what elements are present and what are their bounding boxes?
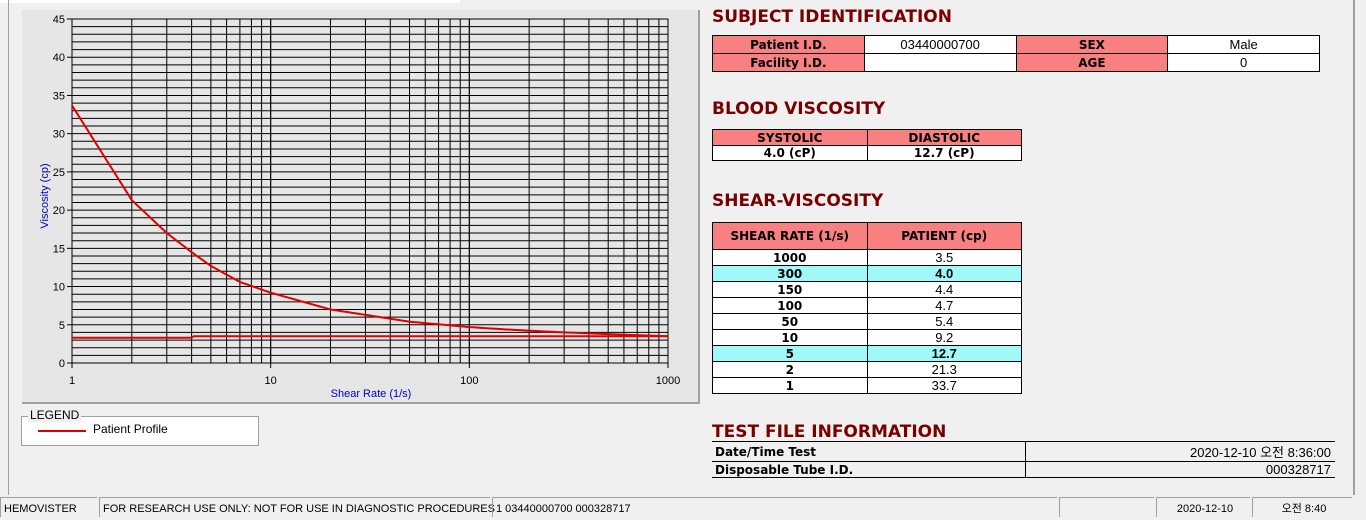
shear-rate-cell: 100 [713, 298, 868, 314]
shear-viscosity-title: SHEAR-VISCOSITY [712, 191, 883, 211]
status-time: 오전 8:40 [1252, 497, 1352, 517]
patient-value-cell: 3.5 [867, 250, 1022, 266]
facility-id-value [864, 54, 1016, 72]
y-axis-label: Viscosity (cp) [39, 163, 51, 228]
shear-rate-cell: 300 [713, 266, 868, 282]
shear-rate-header: SHEAR RATE (1/s) [713, 223, 868, 250]
shear-rate-cell: 1000 [713, 250, 868, 266]
x-tick-label: 100 [460, 375, 478, 387]
patient-header: PATIENT (cp) [867, 223, 1022, 250]
patient-value-cell: 33.7 [867, 378, 1022, 394]
patient-id-value: 03440000700 [864, 36, 1016, 54]
date-time-label: Date/Time Test [712, 442, 1026, 462]
scrollbar-edge[interactable] [1353, 0, 1355, 495]
x-axis-label: Shear Rate (1/s) [331, 388, 412, 400]
diastolic-value: 12.7 (cP) [867, 146, 1022, 161]
y-tick-label: 40 [53, 52, 65, 64]
test-file-title: TEST FILE INFORMATION [712, 422, 946, 442]
status-bar: HEMOVISTER FOR RESEARCH USE ONLY: NOT FO… [0, 497, 1366, 518]
systolic-value: 4.0 (cP) [713, 146, 868, 161]
sex-label: SEX [1016, 36, 1168, 54]
tube-id-label: Disposable Tube I.D. [712, 462, 1026, 478]
y-tick-label: 25 [53, 167, 65, 179]
age-label: AGE [1016, 54, 1168, 72]
sex-value: Male [1168, 36, 1320, 54]
diastolic-label: DIASTOLIC [867, 130, 1022, 146]
status-notice: FOR RESEARCH USE ONLY: NOT FOR USE IN DI… [99, 497, 490, 517]
blood-viscosity-title: BLOOD VISCOSITY [712, 99, 885, 119]
y-tick-label: 20 [53, 205, 65, 217]
chart-grid [72, 19, 668, 363]
shear-rate-cell: 1 [713, 378, 868, 394]
age-value: 0 [1168, 54, 1320, 72]
shear-rate-cell: 50 [713, 314, 868, 330]
plot-area [72, 19, 668, 363]
status-record: 1 03440000700 000328717 [492, 497, 1057, 517]
legend-item-label: Patient Profile [93, 422, 168, 436]
facility-id-label: Facility I.D. [713, 54, 865, 72]
tube-id-value: 000328717 [1026, 462, 1336, 478]
shear-rate-cell: 150 [713, 282, 868, 298]
viscosity-chart: 0 5 10 15 20 25 30 35 40 45 1 10 100 1000 Shear Rate … [22, 10, 700, 404]
y-tick-label: 15 [53, 243, 65, 255]
patient-value-cell: 12.7 [867, 346, 1022, 362]
x-tick-label: 1 [69, 375, 75, 387]
y-tick-label: 0 [59, 358, 65, 370]
y-tick-label: 5 [59, 320, 65, 332]
patient-value-cell: 4.0 [867, 266, 1022, 282]
x-tick-label: 10 [265, 375, 277, 387]
patient-value-cell: 21.3 [867, 362, 1022, 378]
date-time-value: 2020-12-10 오전 8:36:00 [1026, 442, 1336, 462]
y-tick-label: 35 [53, 90, 65, 102]
patient-value-cell: 9.2 [867, 330, 1022, 346]
y-tick-label: 10 [53, 282, 65, 294]
chart-svg: 0 5 10 15 20 25 30 35 40 45 1 10 100 1000 Shear Rate … [22, 10, 698, 402]
shear-rate-cell: 2 [713, 362, 868, 378]
legend-line-swatch [38, 430, 86, 432]
left-panel-edge [0, 0, 9, 495]
y-tick-label: 30 [53, 129, 65, 141]
x-tick-label: 1000 [656, 375, 680, 387]
shear-rate-cell: 5 [713, 346, 868, 362]
patient-value-cell: 4.4 [867, 282, 1022, 298]
patient-value-cell: 4.7 [867, 298, 1022, 314]
patient-id-label: Patient I.D. [713, 36, 865, 54]
status-app: HEMOVISTER [0, 497, 97, 517]
legend-title: LEGEND [28, 408, 81, 422]
y-tick-label: 45 [53, 14, 65, 26]
patient-value-cell: 5.4 [867, 314, 1022, 330]
top-edge [0, 0, 460, 3]
systolic-label: SYSTOLIC [713, 130, 868, 146]
subject-title: SUBJECT IDENTIFICATION [712, 7, 952, 27]
status-date: 2020-12-10 [1156, 497, 1250, 517]
shear-rate-cell: 10 [713, 330, 868, 346]
status-empty [1059, 497, 1154, 517]
